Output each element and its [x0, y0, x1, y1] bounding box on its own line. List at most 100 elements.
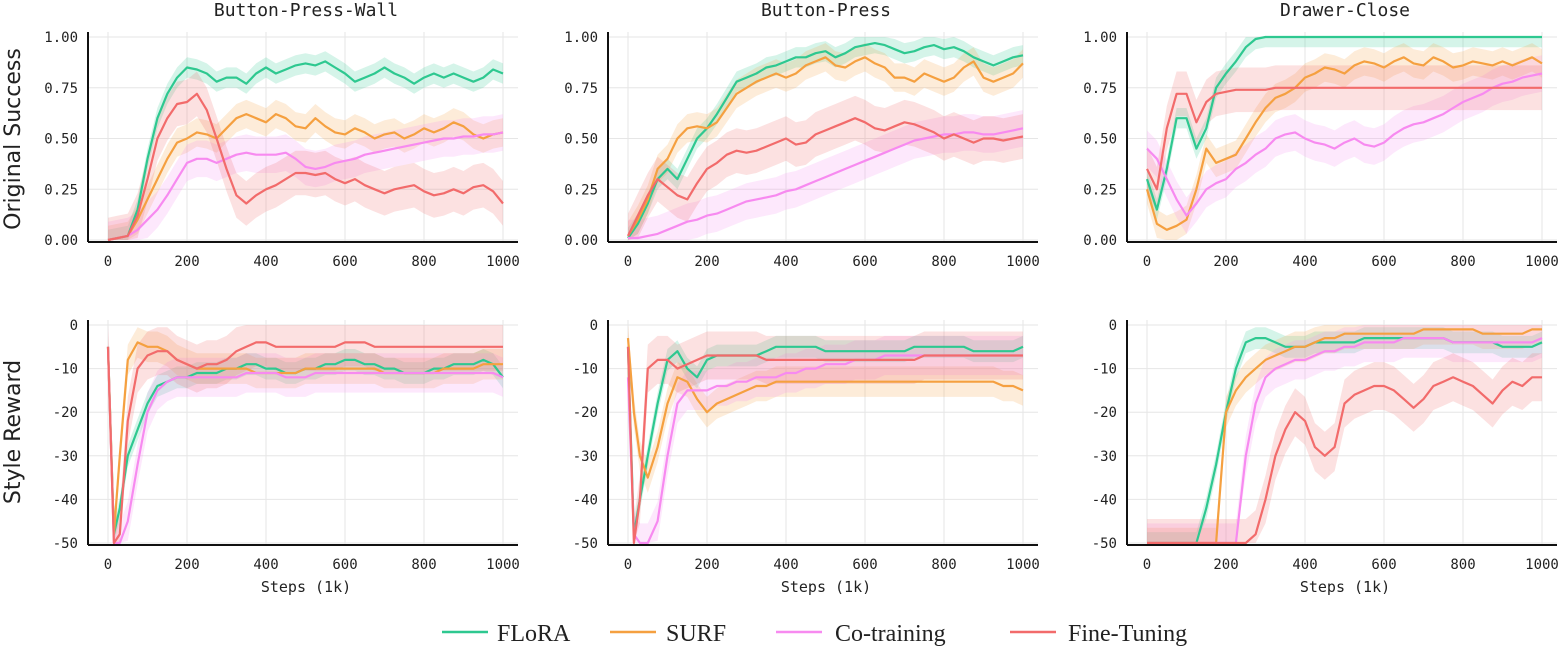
band-surf	[628, 325, 1023, 493]
y-tick-label: 1.00	[564, 30, 598, 46]
y-tick-label: -50	[573, 536, 598, 552]
x-tick-label: 400	[773, 254, 798, 270]
series-line-surf	[627, 56, 1024, 237]
y-tick-label: 0.00	[44, 233, 78, 249]
series-line-flora	[1145, 35, 1542, 211]
legend-label-fine-tuning: Fine-Tuning	[1068, 621, 1187, 647]
y-tick-label: 0.75	[44, 81, 78, 97]
x-tick-label: 600	[1371, 254, 1396, 270]
band-co-training	[1147, 55, 1542, 234]
chart-panel-4: -50 -40 -30 -20 -10 0 0 200 400 600 800 1000 Steps (…	[53, 318, 520, 596]
chart-panels: 0.00 0.25 0.50 0.75 1.00 0 200 400 600 800 1000 But…	[44, 0, 1559, 596]
x-tick-label: 1000	[1006, 254, 1040, 270]
x-tick-label: 200	[694, 557, 719, 573]
band-fine-tuning	[628, 325, 1023, 543]
chart-panel-6: -50 -40 -30 -20 -10 0 0 200 400 600 800 1000 Steps (…	[1092, 318, 1559, 596]
legend-label-co-training: Co-training	[835, 621, 946, 647]
x-tick-label: 0	[104, 254, 112, 270]
x-tick-label: 800	[1450, 557, 1475, 573]
series-line-fine-tuning	[106, 341, 503, 545]
x-tick-label: 400	[253, 254, 278, 270]
x-tick-label: 600	[332, 557, 357, 573]
band-surf	[108, 327, 503, 543]
x-tick-label: 400	[1292, 254, 1317, 270]
chart-title: Button-Press	[761, 0, 891, 21]
y-tick-label: 0	[70, 318, 78, 334]
x-tick-label: 400	[1292, 557, 1317, 573]
band-co-training	[108, 327, 503, 543]
y-tick-label: -30	[1092, 449, 1117, 465]
series-line-fine-tuning	[627, 117, 1024, 237]
x-tick-label: 600	[852, 254, 877, 270]
chart-title: Button-Press-Wall	[214, 0, 398, 21]
band-fine-tuning	[108, 71, 503, 240]
plot-area	[1147, 325, 1543, 545]
x-tick-label: 600	[332, 254, 357, 270]
chart-panel-5: -50 -40 -30 -20 -10 0 0 200 400 600 800 1000 Steps (…	[573, 318, 1040, 596]
series-line-co-training	[106, 346, 504, 545]
band-flora	[628, 335, 1023, 543]
x-axis-label: Steps (1k)	[261, 578, 351, 596]
x-tick-label: 0	[1143, 254, 1151, 270]
y-tick-label: 0.25	[564, 182, 598, 198]
x-tick-label: 200	[174, 254, 199, 270]
y-tick-label: 1.00	[44, 30, 78, 46]
band-co-training	[628, 110, 1023, 240]
y-tick-label: -20	[1092, 405, 1117, 421]
series-line-co-training	[628, 127, 1024, 240]
band-co-training	[628, 335, 1023, 543]
series-line-flora	[627, 42, 1024, 239]
band-fine-tuning	[108, 325, 503, 543]
series-line-fine-tuning	[626, 346, 1023, 545]
chart-panel-1: 0.00 0.25 0.50 0.75 1.00 0 200 400 600 800 1000 But…	[44, 0, 520, 270]
x-tick-label: 0	[624, 254, 632, 270]
grid	[88, 32, 518, 242]
x-tick-label: 0	[624, 557, 632, 573]
y-tick-label: 0.00	[564, 233, 598, 249]
x-tick-label: 1000	[486, 557, 520, 573]
chart-title: Drawer-Close	[1280, 0, 1410, 21]
x-tick-label: 400	[773, 557, 798, 573]
y-tick-label: -50	[1092, 536, 1117, 552]
x-tick-label: 0	[1143, 557, 1151, 573]
series-line-fine-tuning	[1147, 376, 1542, 545]
y-tick-label: -10	[53, 362, 78, 378]
series-line-fine-tuning	[1146, 86, 1542, 191]
y-tick-label: 0.00	[1083, 233, 1117, 249]
band-surf	[1147, 325, 1542, 543]
x-tick-label: 800	[1450, 254, 1475, 270]
y-tick-label: -30	[53, 449, 78, 465]
band-fine-tuning	[1147, 353, 1542, 543]
y-tick-label: 0	[590, 318, 598, 334]
y-tick-label: 0.75	[1083, 81, 1117, 97]
legend: FLoRA SURF Co-training Fine-Tuning	[442, 621, 1187, 647]
plot-area	[626, 325, 1024, 545]
x-tick-label: 600	[852, 557, 877, 573]
y-tick-label: 0	[1109, 318, 1117, 334]
y-tick-label: -40	[573, 492, 598, 508]
x-tick-label: 800	[411, 557, 436, 573]
series-line-co-training	[107, 131, 504, 242]
y-tick-label: -30	[573, 449, 598, 465]
plot-area	[1145, 35, 1543, 240]
x-tick-label: 1000	[1006, 557, 1040, 573]
band-fine-tuning	[628, 95, 1023, 241]
y-tick-label: -10	[573, 362, 598, 378]
band-fine-tuning	[1147, 65, 1542, 212]
x-tick-label: 400	[253, 557, 278, 573]
band-flora	[628, 37, 1023, 240]
chart-panel-3: 0.00 0.25 0.50 0.75 1.00 0 200 400 600 800 1000 Dra…	[1083, 0, 1559, 270]
y-tick-label: -50	[53, 536, 78, 552]
plot-area	[627, 37, 1024, 241]
x-tick-label: 800	[931, 557, 956, 573]
x-tick-label: 1000	[1525, 557, 1559, 573]
x-tick-label: 1000	[486, 254, 520, 270]
x-axis-label: Steps (1k)	[781, 578, 871, 596]
row-label-original-success: Original Success	[1, 48, 26, 230]
x-axis-label: Steps (1k)	[1300, 578, 1390, 596]
legend-label-surf: SURF	[666, 621, 726, 647]
x-tick-label: 800	[411, 254, 436, 270]
x-tick-label: 800	[931, 254, 956, 270]
